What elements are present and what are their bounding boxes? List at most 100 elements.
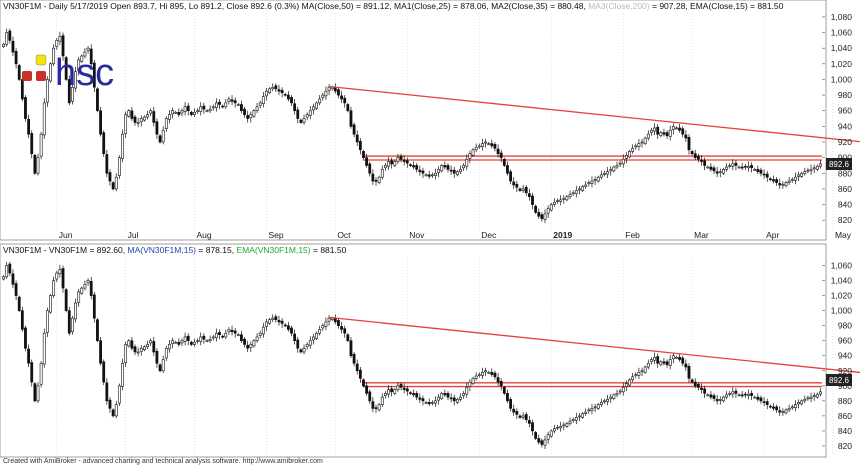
candle-up xyxy=(171,340,174,345)
top-y-axis: 820 840 860 880 900 920 940 960 980 1,000 1,020 1,0… xyxy=(822,12,852,225)
y-tick-label: 920 xyxy=(838,366,852,376)
candle-up xyxy=(396,385,400,390)
candle-up xyxy=(546,208,550,214)
candle-up xyxy=(628,151,631,158)
top-header-faded: MA3(Close,200) xyxy=(588,1,650,11)
candle-down xyxy=(99,340,102,364)
candle-up xyxy=(211,336,215,339)
candle-up xyxy=(86,47,90,51)
candle-up xyxy=(249,114,253,119)
candle-down xyxy=(24,97,27,119)
candle-up xyxy=(434,400,437,404)
candle-up xyxy=(121,362,124,387)
candle-up xyxy=(377,176,381,183)
candle-up xyxy=(315,102,318,109)
candle-down xyxy=(765,173,769,178)
candle-up xyxy=(36,157,40,174)
candle-up xyxy=(168,344,171,350)
candle-up xyxy=(261,326,265,335)
candle-down xyxy=(412,393,415,396)
candle-up xyxy=(646,362,650,368)
candle-up xyxy=(308,340,312,346)
candle-down xyxy=(240,104,243,112)
candle-up xyxy=(637,371,641,376)
candle-up xyxy=(731,163,735,167)
candle-up xyxy=(603,400,606,403)
candle-up xyxy=(149,340,153,344)
candle-down xyxy=(443,165,447,168)
candle-up xyxy=(83,51,87,57)
candle-up xyxy=(621,158,625,165)
candle-up xyxy=(2,43,5,47)
candle-up xyxy=(396,157,400,162)
candle-up xyxy=(58,36,62,42)
candle-up xyxy=(621,387,625,393)
candle-down xyxy=(133,346,137,353)
candle-down xyxy=(693,153,697,158)
candle-up xyxy=(387,389,390,395)
candle-down xyxy=(218,101,221,105)
candle-down xyxy=(286,94,290,100)
candle-up xyxy=(553,201,556,205)
candle-down xyxy=(759,169,763,174)
candle-down xyxy=(243,108,246,115)
candle-down xyxy=(92,294,96,319)
candle-down xyxy=(502,158,506,166)
candle-up xyxy=(587,409,591,412)
candle-down xyxy=(8,30,12,41)
month-label: Jun xyxy=(59,230,73,240)
candle-up xyxy=(174,341,178,344)
candle-down xyxy=(687,137,691,151)
candle-down xyxy=(108,172,112,182)
candle-down xyxy=(506,165,509,174)
candle-up xyxy=(5,265,9,278)
candle-up xyxy=(812,395,816,397)
candle-down xyxy=(496,377,500,383)
candle-up xyxy=(606,399,610,402)
candle-down xyxy=(743,165,747,168)
candle-up xyxy=(55,40,59,47)
candle-down xyxy=(246,344,250,349)
candle-down xyxy=(678,356,681,360)
candle-up xyxy=(819,391,822,395)
candle-up xyxy=(252,110,256,117)
top-header-main: VN30F1M - Daily 5/17/2019 Open 893.7, Hi… xyxy=(3,1,586,11)
candle-down xyxy=(11,273,15,285)
candle-up xyxy=(208,338,212,342)
candle-down xyxy=(449,169,453,172)
candle-up xyxy=(806,397,810,400)
y-tick-label: 820 xyxy=(838,215,852,225)
candle-up xyxy=(574,190,578,194)
candle-up xyxy=(722,396,725,402)
candle-down xyxy=(340,95,343,100)
candle-down xyxy=(89,281,93,296)
candle-down xyxy=(524,187,528,194)
candle-up xyxy=(609,396,613,399)
candle-up xyxy=(474,375,478,379)
candle-up xyxy=(465,158,469,167)
candle-down xyxy=(274,85,278,90)
candle-down xyxy=(243,338,246,345)
candle-up xyxy=(377,404,381,411)
y-tick-label: 1,000 xyxy=(831,74,853,84)
candle-down xyxy=(715,399,719,402)
candle-up xyxy=(803,171,807,174)
candle-down xyxy=(415,393,419,398)
candle-up xyxy=(650,359,653,363)
candle-up xyxy=(571,419,575,421)
candle-down xyxy=(762,173,766,176)
candle-up xyxy=(199,336,203,342)
candle-down xyxy=(665,361,669,366)
candle-up xyxy=(42,332,46,365)
candle-down xyxy=(740,166,744,169)
candle-down xyxy=(712,395,716,399)
month-label: Feb xyxy=(625,230,640,240)
candle-down xyxy=(274,316,278,320)
candle-up xyxy=(305,344,309,348)
candle-down xyxy=(177,341,181,345)
candle-down xyxy=(446,393,450,398)
candle-down xyxy=(709,394,713,398)
candle-up xyxy=(556,200,559,202)
candle-up xyxy=(52,280,56,296)
candle-up xyxy=(180,340,184,344)
